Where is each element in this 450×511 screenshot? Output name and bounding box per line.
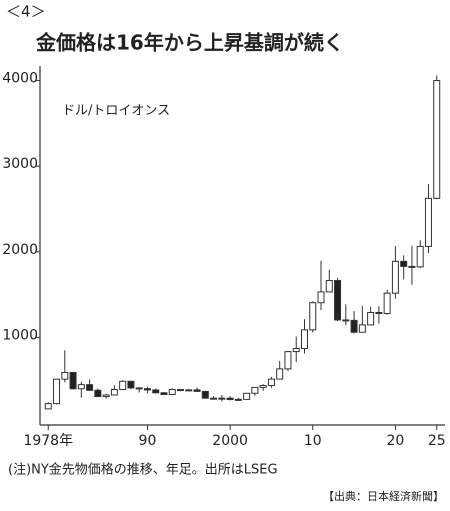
candle-body <box>119 380 127 391</box>
candle-body <box>44 403 52 410</box>
y-tick-label: 3000 <box>2 156 38 172</box>
source: 【出典：日本経済新聞】 <box>323 489 444 503</box>
candle-body <box>69 371 77 390</box>
candle-body <box>53 378 61 405</box>
candle-body <box>284 351 292 370</box>
y-tick-label: 2000 <box>2 242 38 258</box>
candle-body <box>143 388 151 391</box>
y-tick-label: 1000 <box>2 327 38 343</box>
candle-body <box>94 389 102 398</box>
candle-body <box>168 389 176 395</box>
unit-label: ドル/トロイオンス <box>62 104 170 119</box>
candle-body <box>226 397 234 401</box>
candle-body <box>358 324 366 333</box>
candle-body <box>160 392 168 395</box>
candle-body <box>201 390 209 399</box>
candle-body <box>77 384 85 390</box>
candle-body <box>61 371 69 380</box>
x-tick-label: 1978年 <box>23 433 73 449</box>
x-tick-label: 10 <box>304 433 322 449</box>
candle-body <box>367 311 375 326</box>
y-tick-label: 4000 <box>2 71 38 87</box>
x-tick-label: 20 <box>386 433 404 449</box>
candle-body <box>334 280 342 321</box>
candle-body <box>342 319 350 322</box>
candle-body <box>400 260 408 267</box>
candle-body <box>86 384 94 391</box>
candle-body <box>416 245 424 268</box>
candle-body <box>251 386 259 394</box>
candle-body <box>243 392 251 400</box>
x-tick-label: 2000 <box>212 433 248 449</box>
candle-body <box>152 389 160 394</box>
candle-body <box>102 394 110 398</box>
candle-body <box>210 397 218 400</box>
header: ＜4＞ <box>6 3 46 21</box>
candle-body <box>300 329 308 350</box>
chart-title: 金価格は16年から上昇基調が続く <box>35 31 344 55</box>
candle-body <box>317 291 325 304</box>
candle-body <box>135 387 143 390</box>
candle-body <box>267 378 275 387</box>
candle-body <box>325 280 333 293</box>
candle-body <box>234 398 242 401</box>
candle-body <box>391 260 399 294</box>
candle-body <box>424 197 432 247</box>
note: (注)NY金先物価格の推移、年足。出所はLSEG <box>8 462 278 478</box>
candle-body <box>218 397 226 400</box>
candle-body <box>177 389 185 392</box>
candle-body <box>193 389 201 392</box>
candle-body <box>350 319 358 333</box>
candle-body <box>433 80 441 199</box>
x-tick-label: 90 <box>139 433 157 449</box>
candle-body <box>276 368 284 380</box>
candle-body <box>292 348 300 353</box>
candle-body <box>185 389 193 392</box>
candle-body <box>383 292 391 315</box>
candle-body <box>110 389 118 396</box>
candle-body <box>309 302 317 331</box>
candle-body <box>127 380 135 389</box>
candle-body <box>375 311 383 315</box>
candle-body <box>259 385 267 388</box>
candle-body <box>408 265 416 268</box>
x-tick-label: 25 <box>428 433 446 449</box>
